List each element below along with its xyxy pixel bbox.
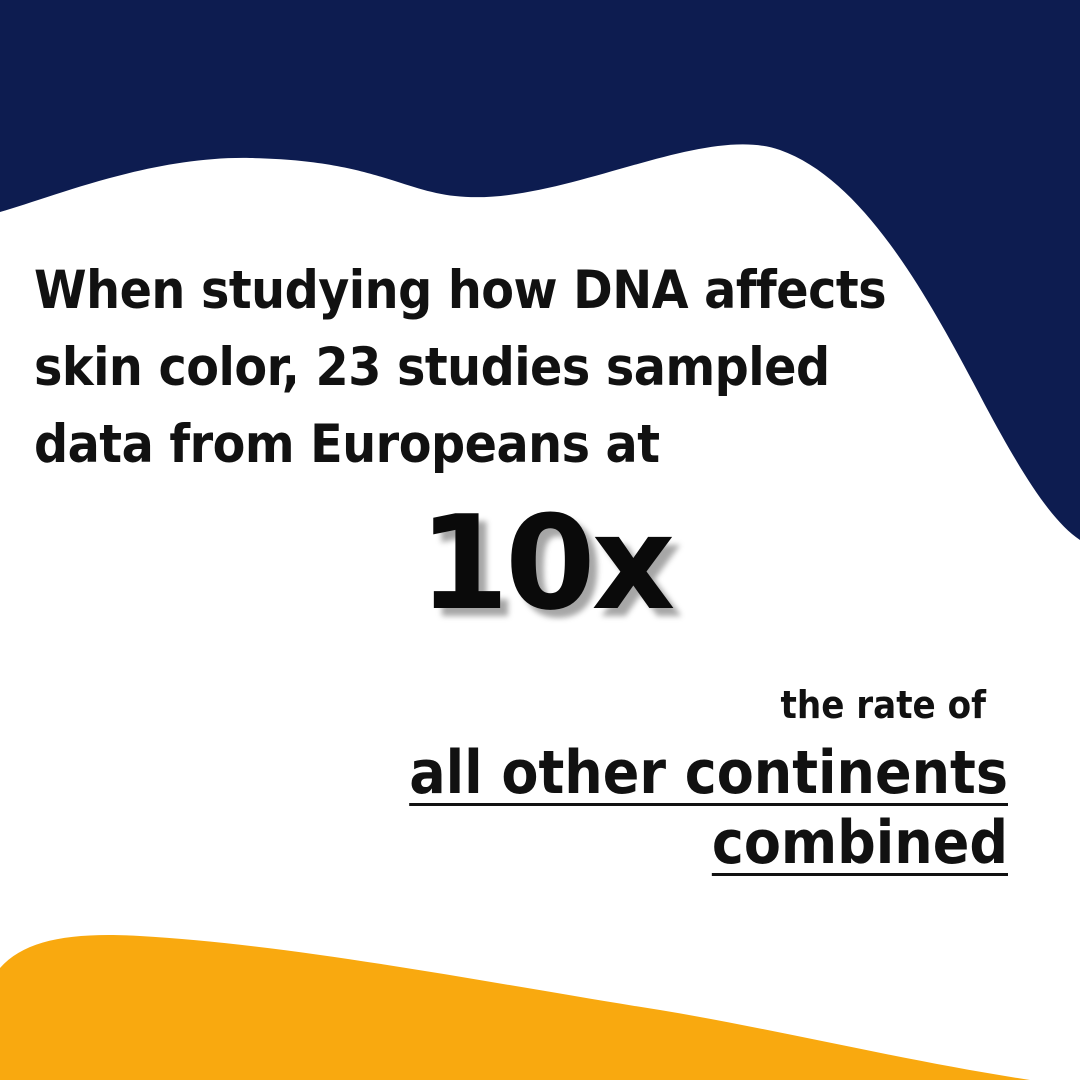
- intro-line-2: skin color, 23 studies sampled: [34, 337, 830, 398]
- bottom-yellow-wave: [0, 935, 1030, 1080]
- conclusion-text: all other continents combined: [409, 738, 1008, 878]
- top-navy-wave: [0, 0, 1080, 540]
- rate-text: the rate of: [780, 683, 987, 727]
- highlight-multiplier: 10x: [418, 487, 676, 639]
- intro-text: When studying how DNA affects skin color…: [34, 252, 914, 483]
- intro-line-3: data from Europeans at: [34, 414, 660, 475]
- conclusion-line-1: all other continents: [409, 738, 1008, 808]
- conclusion-line-2: combined: [711, 808, 1008, 878]
- intro-line-1: When studying how DNA affects: [34, 260, 887, 321]
